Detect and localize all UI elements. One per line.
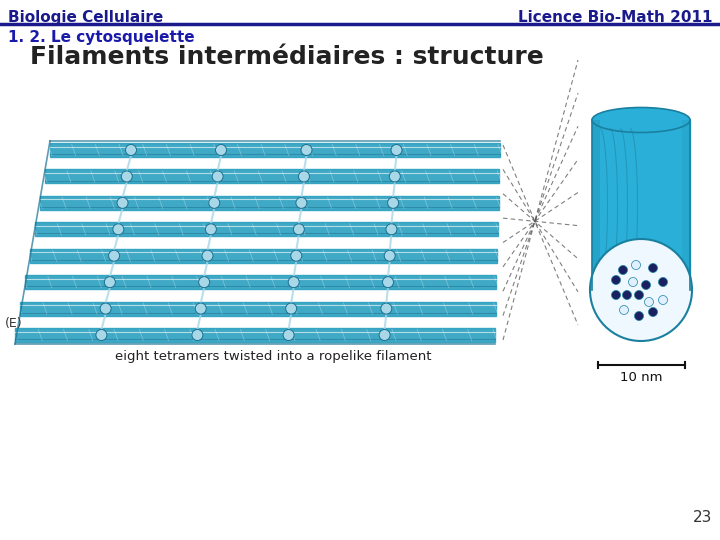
Circle shape (202, 250, 213, 261)
Circle shape (634, 312, 644, 321)
Circle shape (634, 291, 644, 300)
Circle shape (296, 197, 307, 208)
Polygon shape (15, 328, 495, 342)
Polygon shape (35, 222, 498, 237)
Circle shape (644, 298, 654, 307)
Circle shape (590, 239, 692, 341)
Polygon shape (40, 196, 498, 210)
Circle shape (291, 250, 302, 261)
Circle shape (619, 306, 629, 314)
Text: Filaments intermédiaires : structure: Filaments intermédiaires : structure (30, 45, 544, 69)
Circle shape (286, 303, 297, 314)
Circle shape (192, 329, 203, 341)
Circle shape (391, 145, 402, 156)
Text: Licence Bio-Math 2011: Licence Bio-Math 2011 (518, 10, 712, 25)
Circle shape (381, 303, 392, 314)
Ellipse shape (592, 107, 690, 132)
Text: 23: 23 (693, 510, 712, 525)
Text: 1. 2. Le cytosquelette: 1. 2. Le cytosquelette (8, 30, 194, 45)
Circle shape (649, 264, 657, 273)
Circle shape (659, 295, 667, 305)
Circle shape (205, 224, 217, 235)
Circle shape (121, 171, 132, 182)
Circle shape (109, 250, 120, 261)
Text: (E): (E) (5, 317, 22, 330)
Bar (592, 120, 600, 290)
Circle shape (382, 276, 394, 288)
Polygon shape (20, 301, 495, 315)
Circle shape (195, 303, 206, 314)
Circle shape (209, 197, 220, 208)
Circle shape (629, 278, 637, 287)
Circle shape (96, 329, 107, 341)
Circle shape (384, 250, 395, 261)
Circle shape (293, 224, 305, 235)
Circle shape (301, 145, 312, 156)
Polygon shape (25, 275, 496, 289)
Circle shape (100, 303, 111, 314)
Text: Biologie Cellulaire: Biologie Cellulaire (8, 10, 163, 25)
Text: eight tetramers twisted into a ropelike filament: eight tetramers twisted into a ropelike … (115, 350, 431, 363)
Circle shape (659, 278, 667, 287)
Circle shape (199, 276, 210, 288)
Polygon shape (45, 170, 499, 184)
Circle shape (215, 145, 227, 156)
Circle shape (631, 260, 641, 269)
Polygon shape (50, 143, 500, 157)
Circle shape (611, 291, 621, 300)
Circle shape (390, 171, 400, 182)
Circle shape (623, 291, 631, 300)
Circle shape (104, 276, 115, 288)
Circle shape (117, 197, 128, 208)
Circle shape (283, 329, 294, 341)
Circle shape (379, 329, 390, 341)
Circle shape (299, 171, 310, 182)
Circle shape (649, 307, 657, 316)
Polygon shape (30, 249, 497, 263)
Circle shape (642, 280, 650, 289)
Bar (682, 120, 690, 290)
Circle shape (288, 276, 300, 288)
Circle shape (125, 145, 137, 156)
Circle shape (618, 266, 628, 274)
Polygon shape (592, 120, 690, 290)
Circle shape (611, 275, 621, 285)
Circle shape (386, 224, 397, 235)
Circle shape (387, 197, 399, 208)
Text: 10 nm: 10 nm (620, 371, 662, 384)
Circle shape (212, 171, 223, 182)
Circle shape (113, 224, 124, 235)
